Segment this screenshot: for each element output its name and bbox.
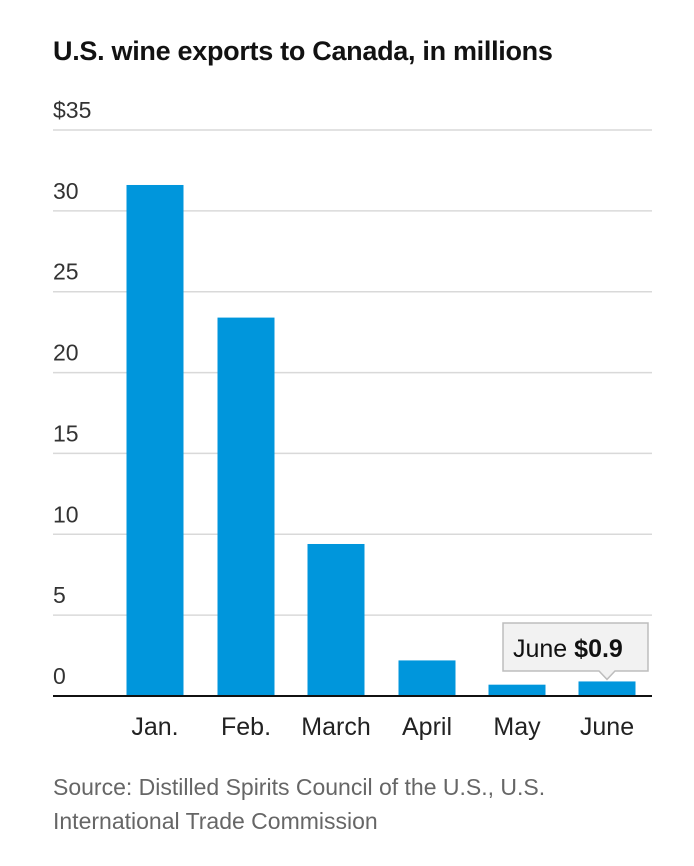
x-tick-label: April (402, 713, 452, 741)
x-tick-label: May (493, 713, 541, 741)
bar-feb (217, 317, 275, 696)
x-tick-label: June (580, 713, 634, 741)
y-tick-label: 15 (53, 420, 79, 446)
y-tick-label: 10 (53, 501, 79, 527)
callout-text: June $0.9 (513, 635, 623, 663)
source-note: Source: Distilled Spirits Council of the… (53, 774, 546, 834)
x-tick-label: Jan. (131, 713, 178, 741)
bar-may (488, 684, 546, 696)
y-tick-label: 30 (53, 178, 79, 204)
callout-month: June (513, 635, 574, 663)
bar-jan (126, 184, 184, 697)
x-tick-label: March (301, 713, 370, 741)
y-tick-label: 20 (53, 340, 79, 366)
bar-march (307, 543, 365, 696)
bar-chart: 0 5 10 15 20 25 30 $35 Jan. Feb. March April May June… (53, 97, 652, 741)
chart-title: U.S. wine exports to Canada, in millions (53, 36, 553, 66)
bar-april (398, 660, 456, 696)
y-tick-label: 5 (53, 582, 66, 608)
x-tick-label: Feb. (221, 713, 271, 741)
bar-june (578, 681, 636, 696)
y-tick-label: 0 (53, 663, 66, 689)
y-tick-label: 25 (53, 259, 79, 285)
callout-value: $0.9 (574, 635, 623, 663)
callout-box (502, 622, 649, 681)
y-tick-label: $35 (53, 97, 91, 123)
